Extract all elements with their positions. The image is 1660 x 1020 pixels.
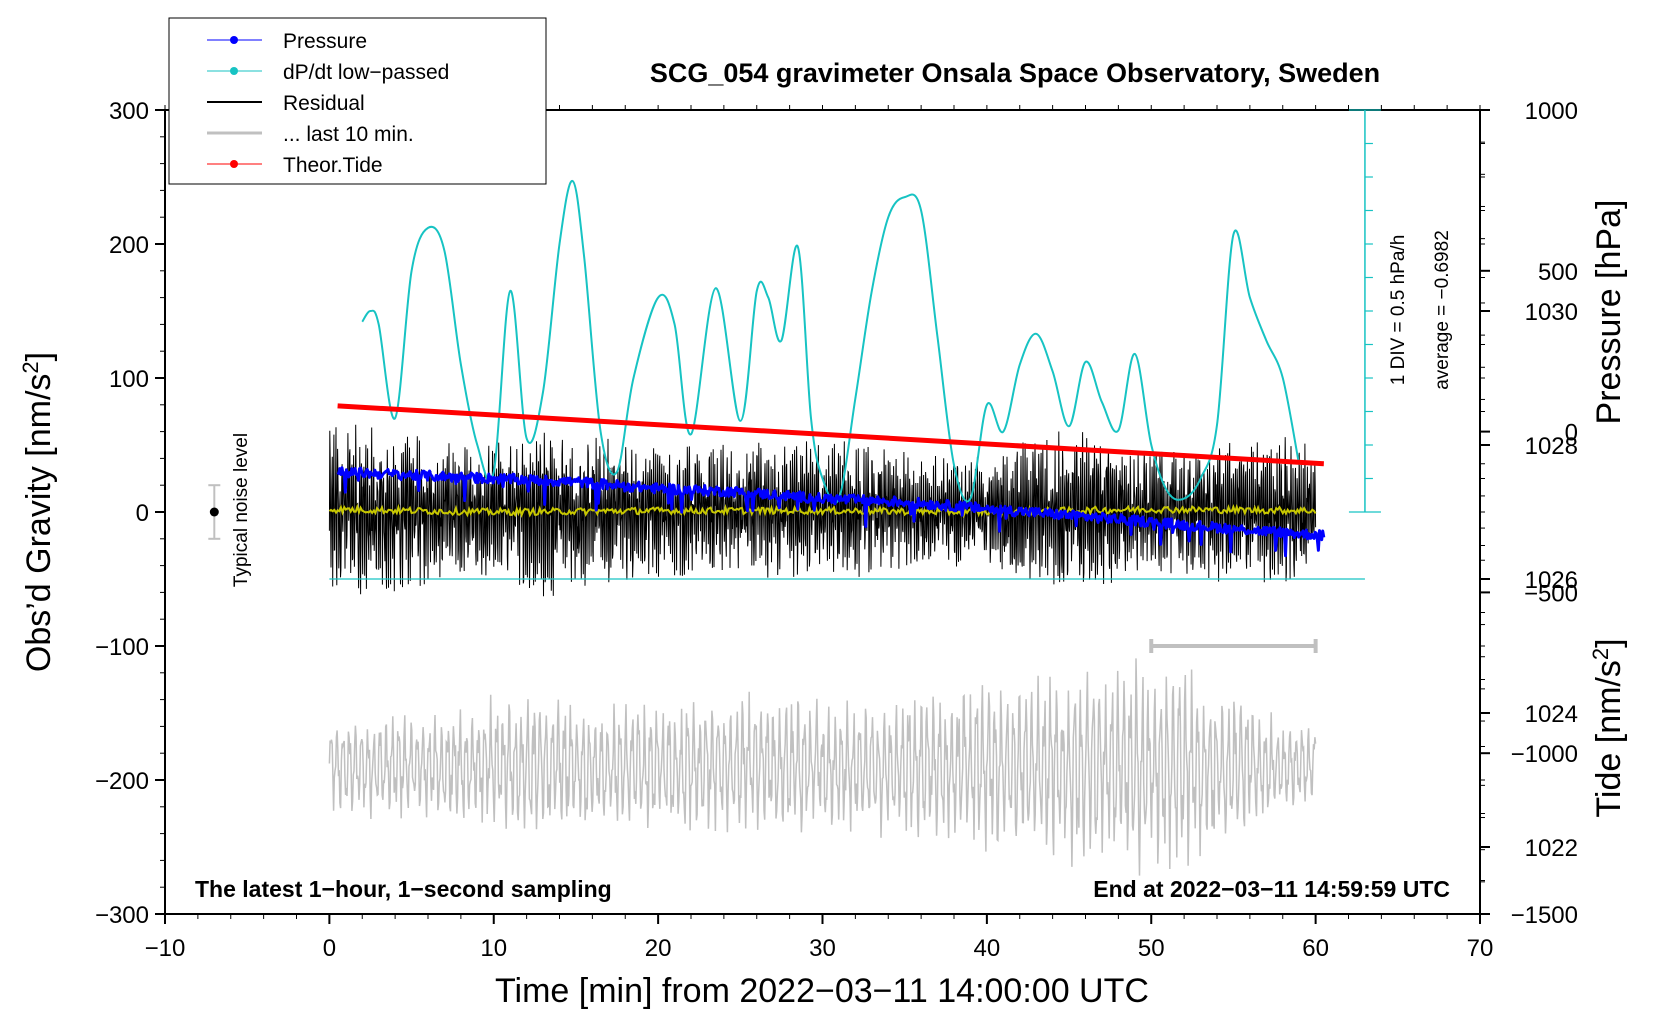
x-tick-label: 30 (809, 935, 836, 962)
y-tick-label: −300 (95, 902, 149, 929)
y-left-title-main: Obs’d Gravity [nm/s (20, 374, 58, 673)
y-tick-label: 200 (109, 232, 149, 259)
pressure-tick-label: 1024 (1525, 701, 1578, 728)
y-left-title-close: ] (20, 352, 58, 361)
tide-tick-label: −500 (1524, 580, 1578, 607)
overlay-layer (208, 109, 1381, 653)
series-dpdt (361, 179, 1301, 504)
noise-level-label: Typical noise level (231, 433, 252, 587)
y-axis-title-left: Obs’d Gravity [nm/s2] (18, 352, 58, 672)
x-tick-label: 70 (1467, 935, 1494, 962)
tide-tick-label: 500 (1538, 259, 1578, 286)
legend-label-pressure: Pressure (283, 30, 367, 53)
y-tick-label: −200 (95, 768, 149, 795)
x-tick-label: 20 (645, 935, 672, 962)
tide-title-close: ] (1590, 638, 1628, 647)
x-tick-label: −10 (145, 935, 186, 962)
series-theor-tide (337, 403, 1324, 467)
x-tick-label: 0 (323, 935, 336, 962)
tide-tick-label: 0 (1565, 420, 1578, 447)
pressure-tick-label: 1026 (1525, 567, 1578, 594)
pressure-tick-label: 1030 (1525, 299, 1578, 326)
y-tick-label: 0 (136, 500, 149, 527)
x-tick-label: 50 (1138, 935, 1165, 962)
legend-label-residual: Residual (283, 92, 365, 115)
legend-label-last10: ... last 10 min. (283, 123, 414, 146)
annotation-left: The latest 1−hour, 1−second sampling (195, 876, 612, 902)
legend-marker-pressure (230, 36, 238, 44)
pressure-tick-label: 1028 (1525, 433, 1578, 460)
y-axis-title-tide: Tide [nm/s2] (1588, 638, 1628, 817)
dpdt-average-label: average = −0.6982 (1432, 230, 1453, 390)
tide-tick-label: −1500 (1511, 902, 1578, 929)
pressure-tick-label: 1022 (1525, 835, 1578, 862)
legend-label-tide: Theor.Tide (283, 154, 383, 177)
chart-title: SCG_054 gravimeter Onsala Space Observat… (650, 58, 1380, 88)
tide-tick-label: −1000 (1511, 741, 1578, 768)
y-axis-title-pressure: Pressure [hPa] (1590, 200, 1628, 425)
tide-title-main: Tide [nm/s (1590, 660, 1628, 817)
y-tick-label: 100 (109, 366, 149, 393)
x-axis-title: Time [min] from 2022−03−11 14:00:00 UTC (495, 972, 1149, 1010)
axis-ticks: −10 0 10 20 30 40 50 60 703002001000−100−200−300… (95, 98, 1578, 962)
x-tick-label: 60 (1302, 935, 1329, 962)
series-pressure (336, 466, 1326, 558)
series-residual (328, 424, 1317, 597)
legend-label-dpdt: dP/dt low−passed (283, 61, 449, 84)
annotation-right: End at 2022−03−11 14:59:59 UTC (1093, 876, 1450, 902)
series-last-10-min (328, 658, 1317, 876)
legend-marker-dpdt (230, 67, 238, 75)
y-tick-label: −100 (95, 634, 149, 661)
series-residual-smoothed (328, 503, 1317, 519)
series-layer (328, 179, 1326, 876)
tide-tick-label: 1000 (1525, 98, 1578, 125)
x-tick-label: 10 (480, 935, 507, 962)
dpdt-scale-label: 1 DIV = 0.5 hPa/h (1388, 235, 1409, 386)
y-tick-label: 300 (109, 98, 149, 125)
x-tick-label: 40 (974, 935, 1001, 962)
noise-point (209, 507, 219, 517)
y-left-title-sup: 2 (18, 361, 43, 373)
legend-marker-tide (230, 160, 238, 168)
legend: Pressure dP/dt low−passed Residual ... l… (168, 17, 547, 185)
tide-title-sup: 2 (1588, 648, 1613, 660)
